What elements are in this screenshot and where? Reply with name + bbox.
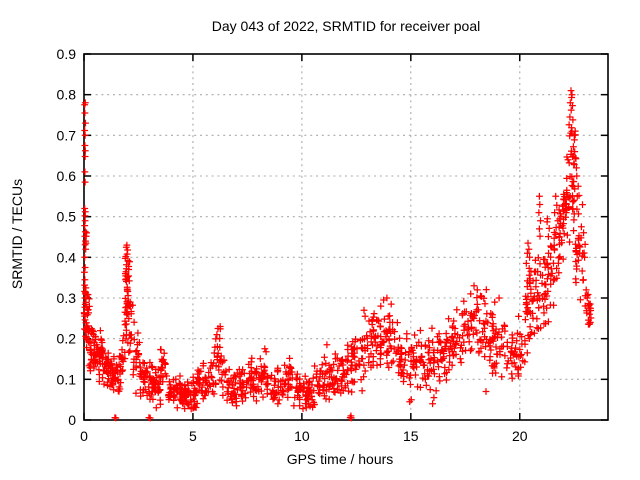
y-tick-label: 0.6 xyxy=(57,168,77,184)
x-tick-label: 20 xyxy=(512,428,528,444)
y-tick-label: 0.2 xyxy=(57,331,77,347)
tick-labels-layer: 0 5 10 15 20 0 0.1 0.2 0.3 0.4 0.5 0.6 0.7 0.8 0.9 xyxy=(57,46,528,444)
x-axis-label: GPS time / hours xyxy=(287,451,394,467)
y-tick-label: 0.8 xyxy=(57,87,77,103)
y-tick-label: 0.7 xyxy=(57,127,77,143)
y-tick-label: 0.4 xyxy=(57,249,77,265)
x-tick-label: 15 xyxy=(403,428,419,444)
y-tick-label: 0 xyxy=(68,412,76,428)
y-tick-label: 0.5 xyxy=(57,209,77,225)
x-tick-label: 5 xyxy=(189,428,197,444)
scatter-data-points xyxy=(80,87,595,422)
y-tick-label: 0.1 xyxy=(57,371,77,387)
y-tick-label: 0.9 xyxy=(57,46,77,62)
y-tick-label: 0.3 xyxy=(57,290,77,306)
y-axis-label: SRMTID / TECUs xyxy=(9,179,25,289)
grid-layer xyxy=(84,54,608,420)
plot-border xyxy=(83,53,609,421)
x-tick-label: 10 xyxy=(294,428,310,444)
chart-title: Day 043 of 2022, SRMTID for receiver poa… xyxy=(212,18,480,34)
x-tick-label: 0 xyxy=(80,428,88,444)
